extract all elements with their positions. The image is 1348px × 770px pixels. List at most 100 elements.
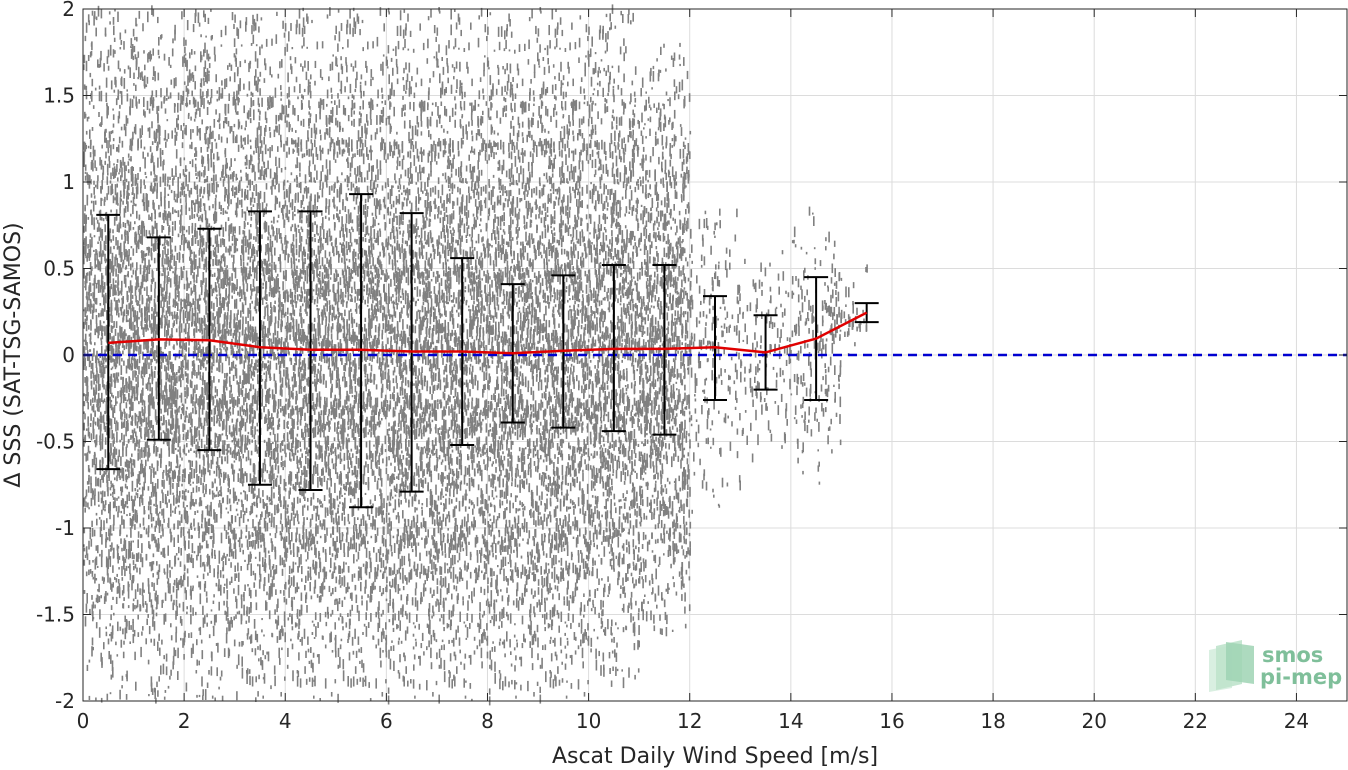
scatter-point [113,469,116,473]
scatter-point [104,212,107,215]
scatter-point [123,123,126,131]
scatter-point [192,200,194,204]
scatter-point [87,396,89,401]
scatter-point [120,376,122,380]
scatter-point [280,98,282,101]
scatter-point [86,117,89,122]
scatter-point [279,399,282,407]
scatter-point [131,480,134,492]
scatter-point [273,492,275,499]
scatter-point [179,616,182,624]
scatter-point [99,364,101,373]
scatter-point [84,113,87,118]
scatter-point [219,478,221,486]
scatter-point [147,382,149,391]
scatter-point [124,501,127,508]
scatter-point [195,150,198,157]
scatter-point [140,427,142,438]
scatter-point [154,350,156,361]
scatter-point [191,498,193,506]
scatter-point [212,333,214,342]
scatter-point [134,524,136,530]
scatter-point [207,461,209,472]
scatter-point [212,244,214,247]
scatter-point [228,376,231,383]
scatter-point [91,528,94,537]
scatter-point [226,553,228,557]
scatter-point [116,159,119,163]
scatter-point [233,96,236,106]
scatter-point [251,439,253,443]
scatter-point [248,391,250,401]
scatter-point [158,204,160,210]
scatter-point [231,187,233,192]
scatter-point [225,270,227,277]
scatter-point [90,538,93,547]
scatter-point [215,109,217,115]
scatter-point [85,321,88,332]
scatter-point [142,387,144,396]
scatter-point [125,275,127,278]
scatter-point [200,98,202,108]
scatter-point [162,430,165,434]
scatter-point [179,103,182,111]
scatter-point [83,84,86,90]
scatter-point [143,97,145,107]
scatter-point [162,293,164,300]
scatter-point [140,286,142,295]
scatter-point [188,476,190,484]
scatter-point [179,331,181,343]
scatter-point [117,455,120,462]
scatter-point [197,266,199,277]
scatter-point [270,583,272,594]
scatter-point [247,431,250,435]
scatter-point [224,583,226,586]
scatter-point [161,243,164,247]
scatter-point [203,10,205,18]
scatter-point [173,103,176,113]
scatter-point [116,147,118,152]
scatter-point [160,432,162,442]
scatter-point [236,313,238,321]
scatter-point [111,392,113,397]
scatter-point [116,475,118,482]
scatter-point [227,295,229,299]
scatter-point [182,436,185,440]
scatter-point [93,195,96,199]
scatter-point [196,177,198,180]
scatter-point [178,465,181,475]
scatter-point [136,391,138,401]
scatter-point [85,340,87,346]
scatter-point [212,288,215,294]
scatter-point [219,399,222,405]
scatter-point [233,313,236,325]
scatter-point [119,390,122,398]
scatter-point [226,455,229,464]
scatter-point [127,192,129,200]
scatter-point [114,256,116,267]
scatter-point [265,503,268,514]
scatter-point [182,601,185,612]
scatter-point [229,399,231,404]
scatter-point [191,307,194,316]
scatter-point [172,364,174,372]
scatter-point [237,410,239,416]
scatter-point [182,501,185,508]
scatter-point [206,107,209,115]
scatter-point [165,295,168,300]
scatter-point [106,193,108,201]
scatter-point [134,488,137,492]
scatter-point [220,44,223,47]
scatter-point [136,57,138,65]
scatter-point [245,333,247,339]
scatter-point [181,299,184,302]
scatter-point [153,202,155,211]
scatter-point [95,557,97,565]
scatter-point [101,144,103,149]
scatter-point [154,137,157,143]
scatter-point [157,538,160,546]
scatter-point [228,546,231,557]
scatter-point [144,111,146,118]
scatter-point [231,254,233,258]
scatter-point [202,689,204,696]
